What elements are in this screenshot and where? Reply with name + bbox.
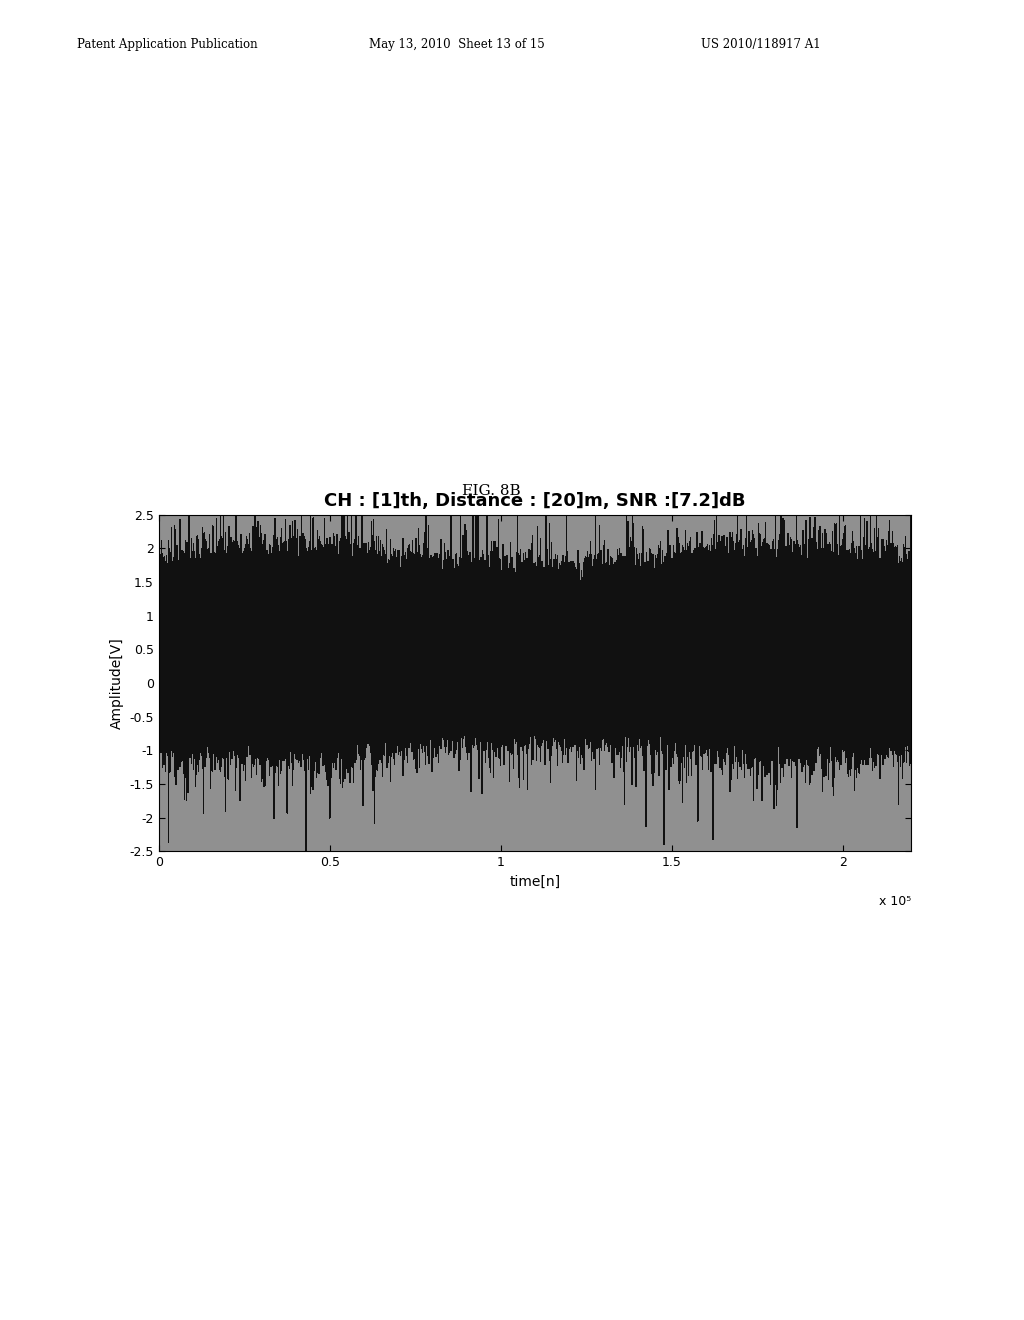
Text: US 2010/118917 A1: US 2010/118917 A1 [701, 37, 821, 50]
Y-axis label: Amplitude[V]: Amplitude[V] [110, 638, 124, 729]
Text: May 13, 2010  Sheet 13 of 15: May 13, 2010 Sheet 13 of 15 [369, 37, 545, 50]
Text: FIG. 8B: FIG. 8B [462, 484, 521, 498]
X-axis label: time[n]: time[n] [510, 875, 560, 888]
Title: CH : [1]th, Distance : [20]m, SNR :[7.2]dB: CH : [1]th, Distance : [20]m, SNR :[7.2]… [325, 492, 745, 511]
Text: Patent Application Publication: Patent Application Publication [77, 37, 257, 50]
Text: x 10⁵: x 10⁵ [880, 895, 911, 908]
